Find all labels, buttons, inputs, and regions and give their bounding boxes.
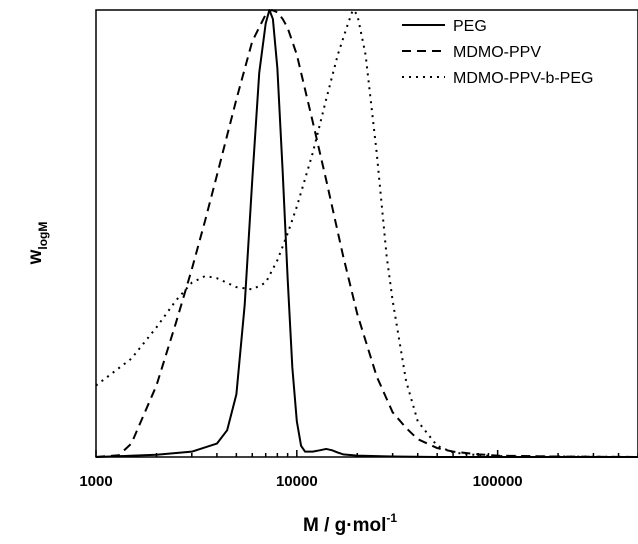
- legend: PEG MDMO-PPV MDMO-PPV-b-PEG: [402, 18, 593, 87]
- series-line-mdmo-ppv: [95, 9, 638, 458]
- y-axis-label-subscript: logM: [36, 222, 50, 250]
- x-axis-label-main: M / g·mol: [303, 515, 386, 536]
- x-tick-label: 10000: [276, 473, 318, 490]
- legend-label-mdmo-ppv: MDMO-PPV: [453, 44, 541, 61]
- plot-frame: [95, 9, 638, 458]
- legend-label-mdmo-ppv-b-peg: MDMO-PPV-b-PEG: [453, 70, 593, 87]
- series-line-mdmo-ppv-b-peg: [95, 9, 638, 458]
- x-tick-label: 100000: [473, 473, 523, 490]
- x-axis-ticks: 1000 10000 100000: [79, 450, 638, 490]
- y-axis-label: wlogM: [25, 222, 50, 266]
- legend-label-peg: PEG: [453, 18, 487, 35]
- series-layer: [95, 9, 638, 458]
- x-tick-label: 1000: [79, 473, 112, 490]
- x-axis-label: M / g·mol-1: [303, 511, 397, 536]
- y-axis-label-main: w: [25, 249, 46, 265]
- x-axis-label-superscript: -1: [386, 511, 397, 525]
- series-line-peg: [95, 9, 638, 458]
